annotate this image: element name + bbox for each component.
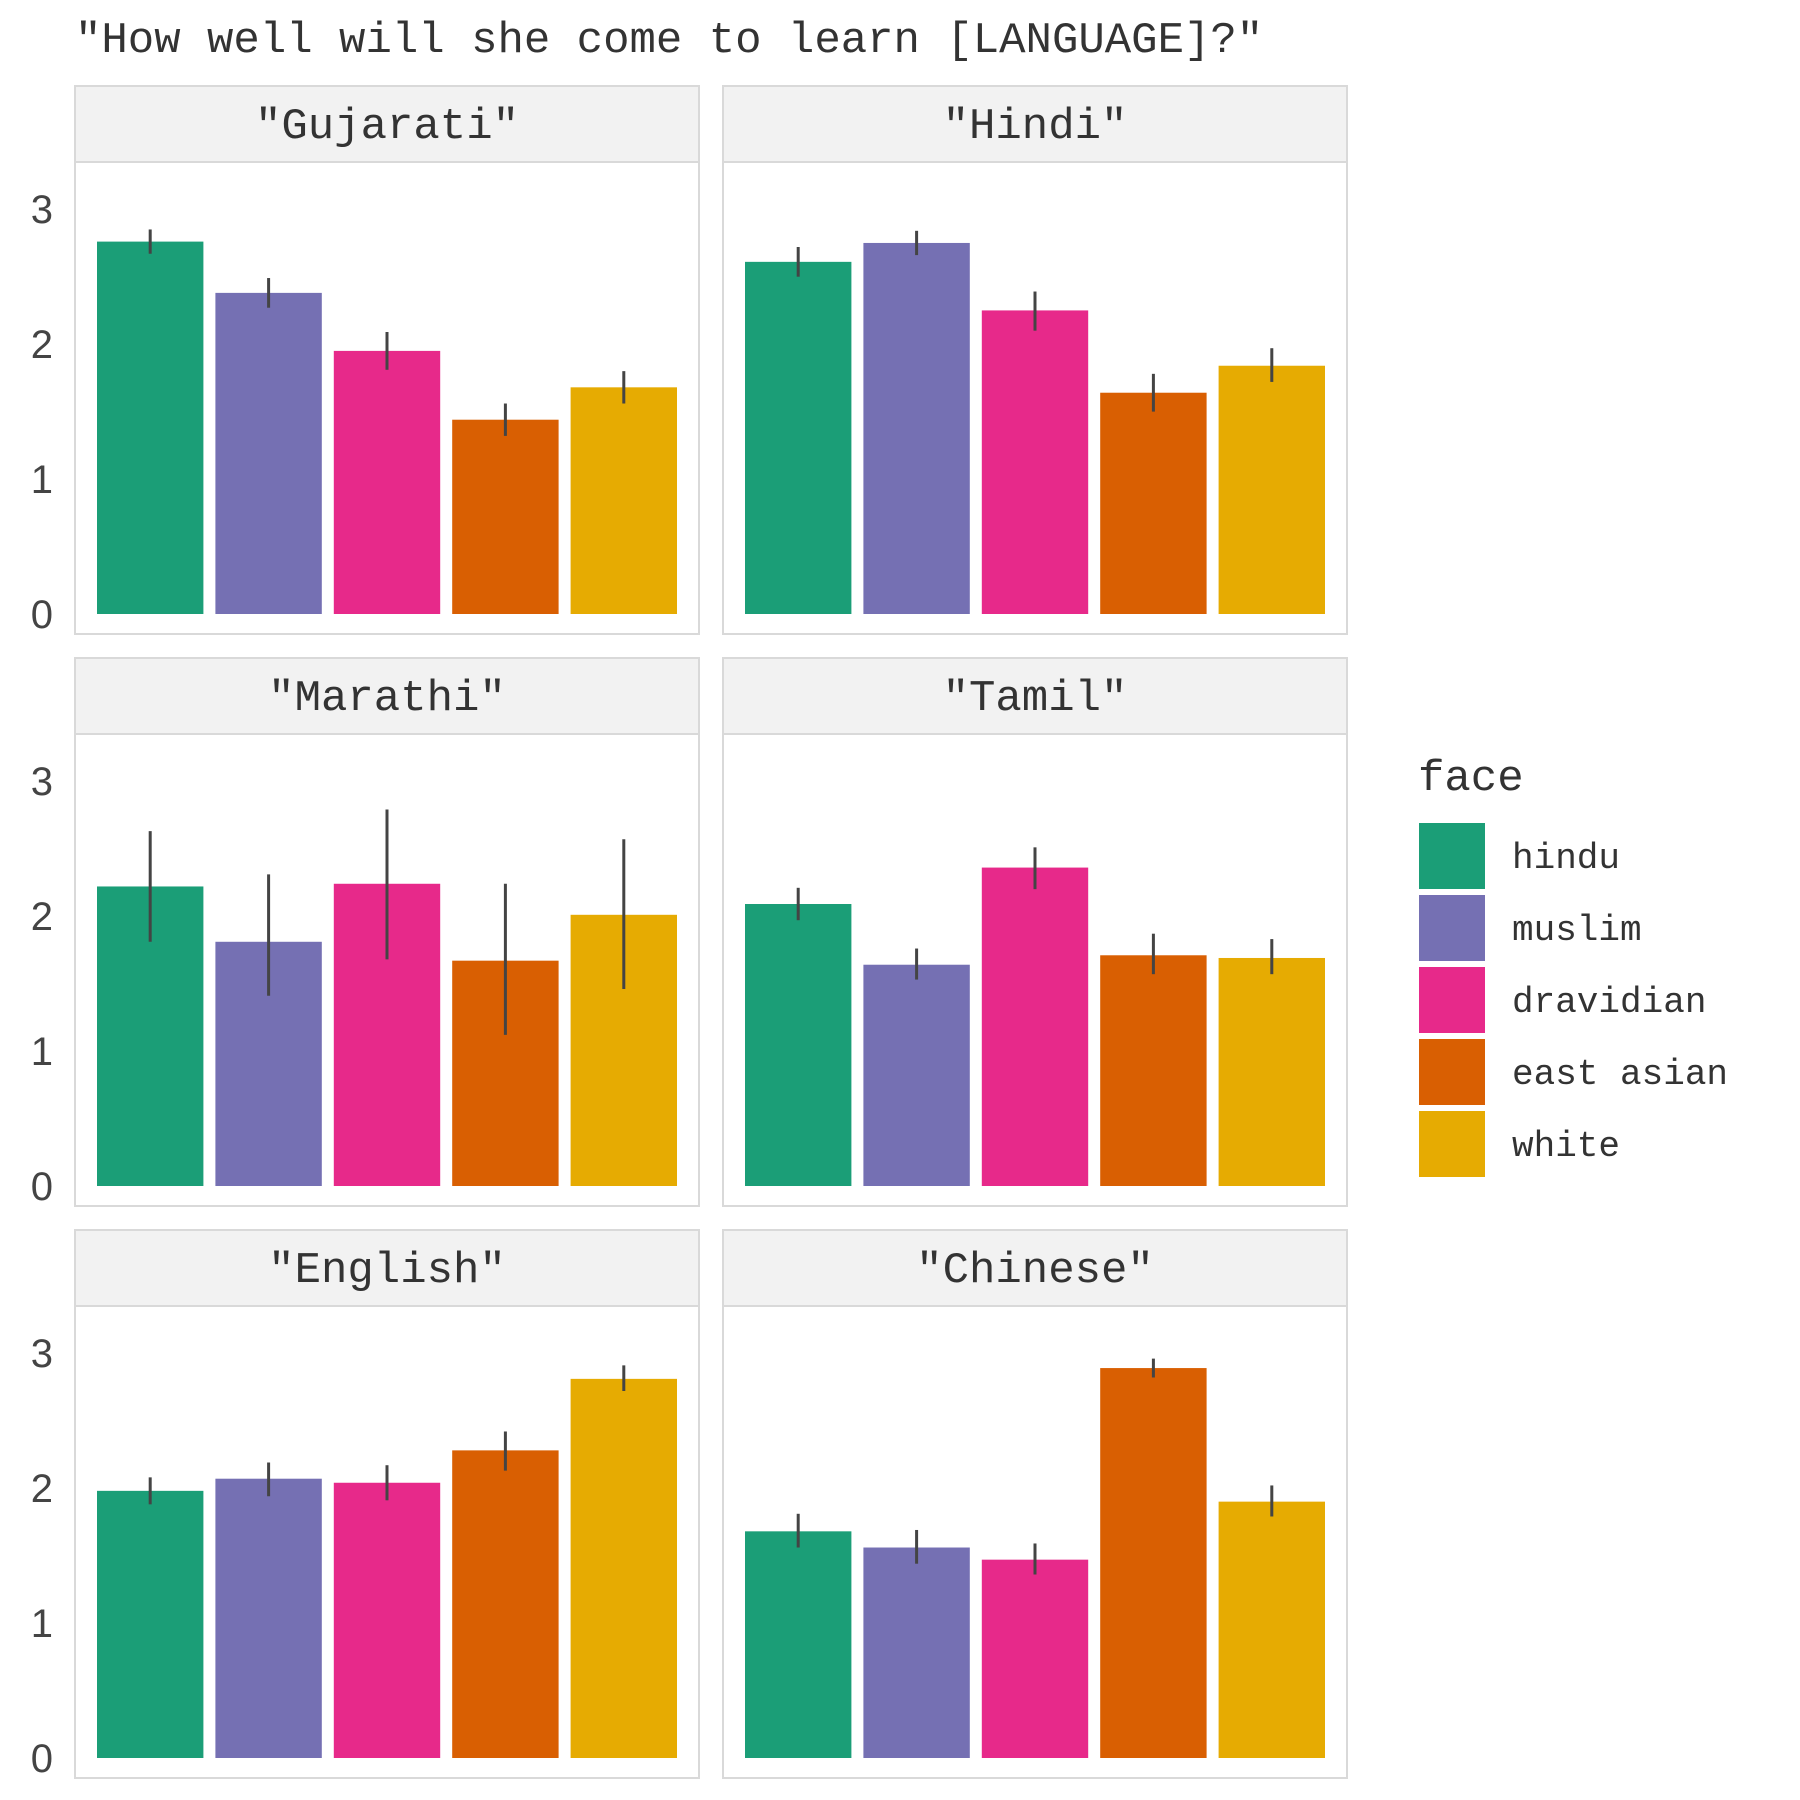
bar xyxy=(981,310,1089,614)
y-tick-label: 0 xyxy=(31,593,53,637)
y-tick-label: 1 xyxy=(31,458,53,502)
bar xyxy=(97,1490,204,1758)
bar xyxy=(745,261,852,614)
y-tick-label: 0 xyxy=(31,1737,53,1781)
facet-strip-label: "Chinese" xyxy=(916,1246,1154,1296)
legend-swatch xyxy=(1417,893,1487,963)
facet-strip-label: "Gujarati" xyxy=(255,102,519,152)
bar xyxy=(570,1378,677,1758)
legend-label: dravidian xyxy=(1512,982,1706,1023)
bar xyxy=(1100,1368,1207,1758)
y-tick-label: 3 xyxy=(31,1332,53,1376)
facet-strip-label: "Tamil" xyxy=(943,674,1128,724)
y-tick-label: 2 xyxy=(31,323,53,367)
bar xyxy=(1100,392,1207,614)
facet-panel: "Gujarati" 0 1 2 3 xyxy=(31,85,700,637)
bar xyxy=(1218,365,1325,614)
legend-swatch xyxy=(1417,821,1487,891)
chart-title: "How well will she come to learn [LANGUA… xyxy=(75,16,1263,66)
legend-label: east asian xyxy=(1512,1054,1728,1095)
y-tick-label: 1 xyxy=(31,1602,53,1646)
bar xyxy=(1100,955,1207,1186)
y-tick-label: 3 xyxy=(31,760,53,804)
bar xyxy=(745,904,852,1186)
bar xyxy=(981,1559,1089,1758)
bar xyxy=(863,964,970,1186)
facet-strip xyxy=(74,1229,700,1307)
facet-panel: "Marathi" 0 1 2 3 xyxy=(31,657,700,1209)
bar xyxy=(452,419,559,614)
facet-panels: "Gujarati" 0 1 2 3 "Hindi" "Marathi" 0 1 2 3 "Tamil… xyxy=(31,85,1348,1781)
facet-strip-label: "Hindi" xyxy=(943,102,1128,152)
facet-panel: "English" 0 1 2 3 xyxy=(31,1229,700,1781)
bar xyxy=(745,1531,852,1758)
bar xyxy=(1218,1501,1325,1758)
legend-swatch xyxy=(1417,965,1487,1035)
bar xyxy=(863,242,970,614)
bar xyxy=(97,241,204,615)
legend-label: white xyxy=(1512,1126,1620,1167)
legend-label: hindu xyxy=(1512,838,1620,879)
facet-panel: "Hindi" xyxy=(722,85,1348,635)
legend-items: hindu muslim dravidian east asian white xyxy=(1417,821,1728,1179)
legend-swatch xyxy=(1417,1037,1487,1107)
bar xyxy=(333,1482,441,1758)
bar xyxy=(215,1478,322,1758)
legend-label: muslim xyxy=(1512,910,1642,951)
facet-panel: "Tamil" xyxy=(722,657,1348,1207)
facet-strip-label: "English" xyxy=(268,1246,506,1296)
bar xyxy=(452,1450,559,1758)
bar xyxy=(863,1547,970,1758)
facet-strip xyxy=(74,657,700,735)
y-tick-label: 0 xyxy=(31,1165,53,1209)
facet-strip xyxy=(722,85,1348,163)
bar xyxy=(333,350,441,614)
bar xyxy=(215,292,322,614)
y-tick-label: 2 xyxy=(31,895,53,939)
legend-title: face xyxy=(1418,754,1524,804)
bar xyxy=(1218,957,1325,1186)
legend: face hindu muslim dravidian east asian white xyxy=(1417,754,1728,1179)
legend-swatch xyxy=(1417,1109,1487,1179)
bar xyxy=(570,387,677,614)
facet-strip xyxy=(74,85,700,163)
y-tick-label: 1 xyxy=(31,1030,53,1074)
facet-panel: "Chinese" xyxy=(722,1229,1348,1779)
bar xyxy=(981,867,1089,1186)
y-tick-label: 2 xyxy=(31,1467,53,1511)
facet-strip-label: "Marathi" xyxy=(268,674,506,724)
y-tick-label: 3 xyxy=(31,188,53,232)
